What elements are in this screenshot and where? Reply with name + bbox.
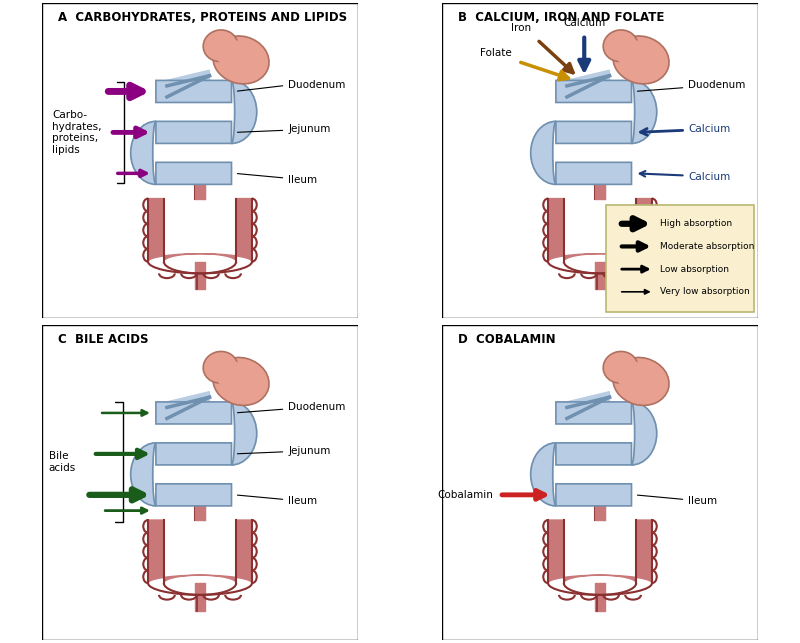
FancyBboxPatch shape bbox=[156, 162, 231, 185]
Text: Jejunum: Jejunum bbox=[238, 446, 330, 456]
Text: Calcium: Calcium bbox=[641, 124, 730, 135]
Ellipse shape bbox=[603, 30, 638, 62]
Ellipse shape bbox=[616, 361, 647, 389]
FancyBboxPatch shape bbox=[556, 122, 631, 143]
FancyBboxPatch shape bbox=[156, 484, 231, 506]
Text: A  CARBOHYDRATES, PROTEINS AND LIPIDS: A CARBOHYDRATES, PROTEINS AND LIPIDS bbox=[58, 11, 347, 24]
FancyBboxPatch shape bbox=[556, 443, 631, 465]
FancyBboxPatch shape bbox=[156, 80, 231, 102]
FancyBboxPatch shape bbox=[156, 443, 231, 465]
Polygon shape bbox=[567, 392, 610, 424]
Text: Calcium: Calcium bbox=[640, 171, 730, 181]
Text: Calcium: Calcium bbox=[563, 19, 606, 28]
Text: Very low absorption: Very low absorption bbox=[660, 287, 750, 296]
Ellipse shape bbox=[203, 30, 238, 62]
Text: Duodenum: Duodenum bbox=[238, 80, 346, 91]
Polygon shape bbox=[130, 443, 156, 506]
FancyBboxPatch shape bbox=[606, 205, 754, 312]
Text: Cobalamin: Cobalamin bbox=[437, 490, 493, 500]
Polygon shape bbox=[231, 402, 257, 465]
Text: Iron: Iron bbox=[510, 23, 530, 33]
Polygon shape bbox=[631, 80, 657, 143]
Text: Jejunum: Jejunum bbox=[238, 124, 330, 134]
Text: Carbo-
hydrates,
proteins,
lipids: Carbo- hydrates, proteins, lipids bbox=[52, 110, 102, 155]
Ellipse shape bbox=[216, 361, 247, 389]
Text: D  COBALAMIN: D COBALAMIN bbox=[458, 332, 556, 345]
Text: Ileum: Ileum bbox=[238, 174, 318, 185]
Polygon shape bbox=[530, 443, 556, 506]
Polygon shape bbox=[548, 199, 652, 262]
Polygon shape bbox=[548, 520, 652, 583]
Polygon shape bbox=[148, 520, 252, 583]
Text: Ileum: Ileum bbox=[238, 495, 318, 506]
Ellipse shape bbox=[613, 36, 669, 84]
Ellipse shape bbox=[616, 39, 647, 68]
FancyBboxPatch shape bbox=[556, 162, 631, 185]
Text: Moderate absorption: Moderate absorption bbox=[660, 242, 754, 251]
Polygon shape bbox=[167, 70, 210, 102]
Polygon shape bbox=[567, 70, 610, 102]
Text: Duodenum: Duodenum bbox=[638, 80, 746, 91]
Polygon shape bbox=[130, 122, 156, 185]
Text: B  CALCIUM, IRON AND FOLATE: B CALCIUM, IRON AND FOLATE bbox=[458, 11, 665, 24]
FancyBboxPatch shape bbox=[156, 402, 231, 424]
FancyBboxPatch shape bbox=[556, 402, 631, 424]
FancyBboxPatch shape bbox=[156, 122, 231, 143]
Ellipse shape bbox=[203, 352, 238, 383]
Ellipse shape bbox=[216, 39, 247, 68]
Text: Bile
acids: Bile acids bbox=[49, 451, 76, 473]
Polygon shape bbox=[631, 402, 657, 465]
Text: C  BILE ACIDS: C BILE ACIDS bbox=[58, 332, 149, 345]
FancyBboxPatch shape bbox=[556, 484, 631, 506]
Text: High absorption: High absorption bbox=[660, 219, 732, 228]
Ellipse shape bbox=[613, 358, 669, 405]
Text: Low absorption: Low absorption bbox=[660, 265, 729, 274]
Polygon shape bbox=[167, 392, 210, 424]
FancyBboxPatch shape bbox=[556, 80, 631, 102]
Polygon shape bbox=[231, 80, 257, 143]
Text: Folate: Folate bbox=[480, 48, 512, 59]
Ellipse shape bbox=[213, 36, 269, 84]
Ellipse shape bbox=[603, 352, 638, 383]
Polygon shape bbox=[530, 122, 556, 185]
Ellipse shape bbox=[213, 358, 269, 405]
Text: Ileum: Ileum bbox=[638, 495, 718, 506]
Text: Duodenum: Duodenum bbox=[238, 402, 346, 413]
Polygon shape bbox=[148, 199, 252, 262]
